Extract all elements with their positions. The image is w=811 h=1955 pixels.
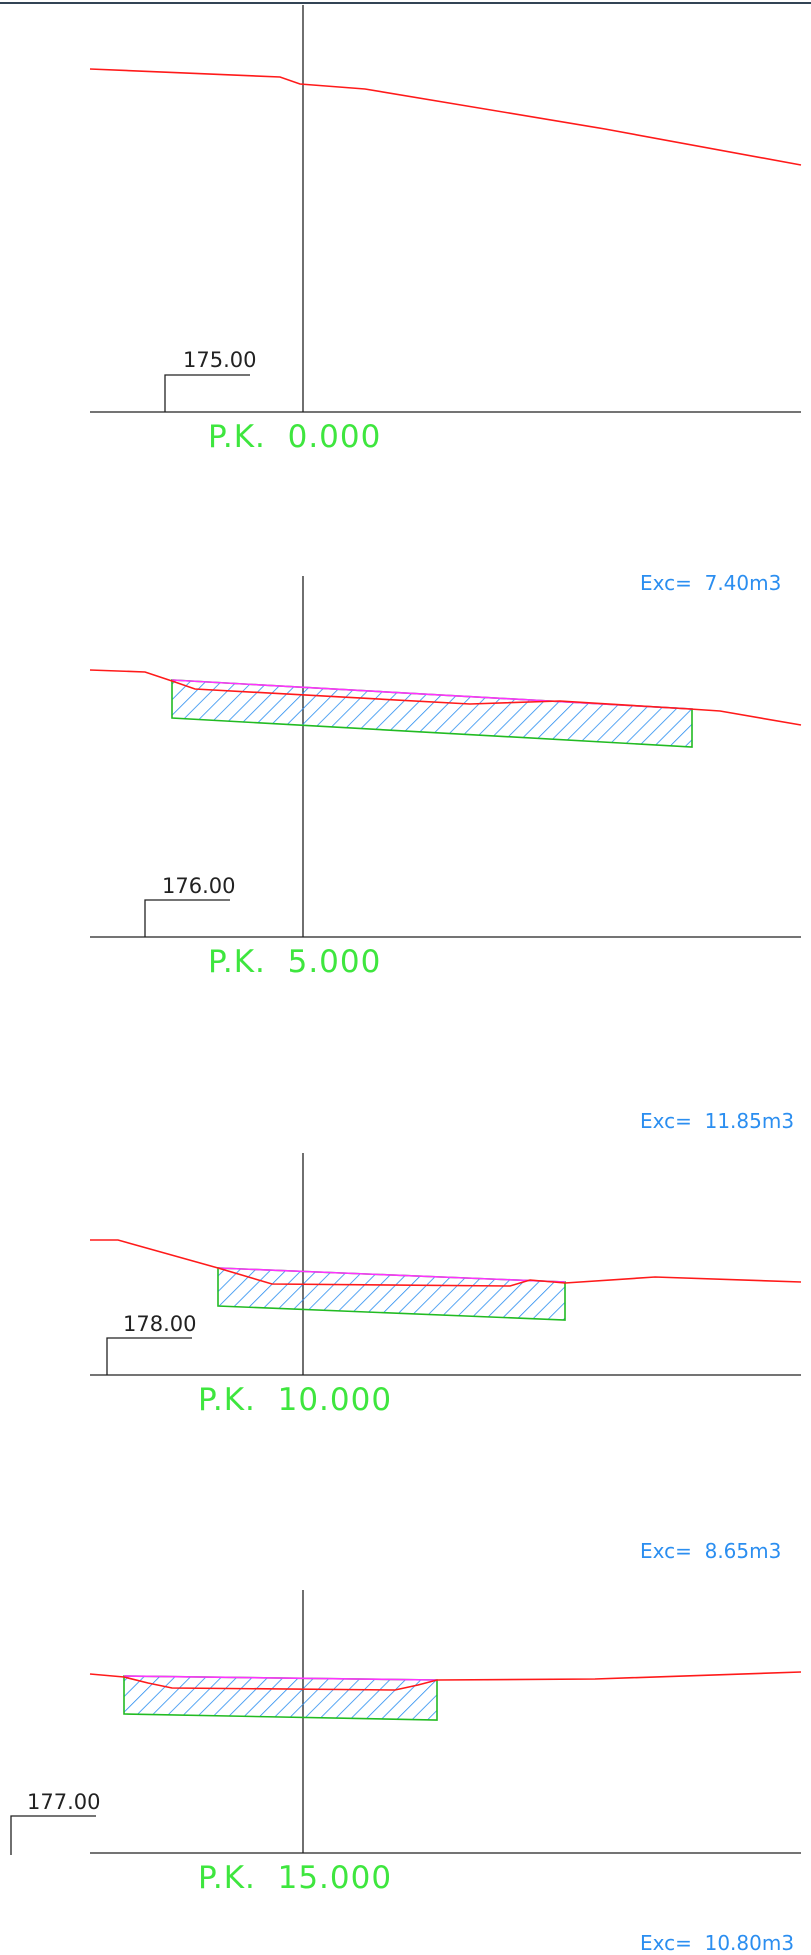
excavation-area (123, 1675, 438, 1721)
datum-label: 176.00 (162, 874, 235, 898)
section-pk-10: Exc= 11.85m3 178.00 P.K. 10.000 (90, 1109, 802, 1418)
datum-marker (144, 899, 230, 937)
excavation-area (171, 679, 693, 748)
section-pk-15: Exc= 8.65m3 177.00 P.K. 15.000 (10, 1539, 802, 1896)
excavation-volume-label: Exc= 8.65m3 (640, 1539, 781, 1563)
datum-label: 175.00 (183, 348, 256, 372)
design-surface (217, 1267, 566, 1283)
terrain-profile (89, 1671, 802, 1691)
design-surface (123, 1675, 438, 1681)
datum-label: 178.00 (123, 1312, 196, 1336)
terrain-profile (90, 1239, 802, 1287)
excavation-volume-label: Exc= 11.85m3 (640, 1109, 794, 1133)
terrain-profile (89, 68, 802, 166)
pk-label: P.K. 0.000 (208, 419, 381, 455)
datum-label: 177.00 (27, 1790, 100, 1814)
datum-marker (164, 374, 250, 412)
pk-label: P.K. 10.000 (198, 1382, 392, 1418)
datum-marker (10, 1815, 96, 1855)
datum-marker (106, 1337, 192, 1375)
section-pk-0: 175.00 P.K. 0.000 (89, 5, 802, 455)
pk-label: P.K. 15.000 (198, 1860, 392, 1896)
excavation-volume-label-next: Exc= 10.80m3 (640, 1931, 794, 1955)
section-pk-5: Exc= 7.40m3 176.00 P.K. 5.000 (89, 571, 802, 980)
pk-label: P.K. 5.000 (208, 944, 381, 980)
terrain-profile (89, 669, 802, 726)
excavation-volume-label: Exc= 7.40m3 (640, 571, 781, 595)
